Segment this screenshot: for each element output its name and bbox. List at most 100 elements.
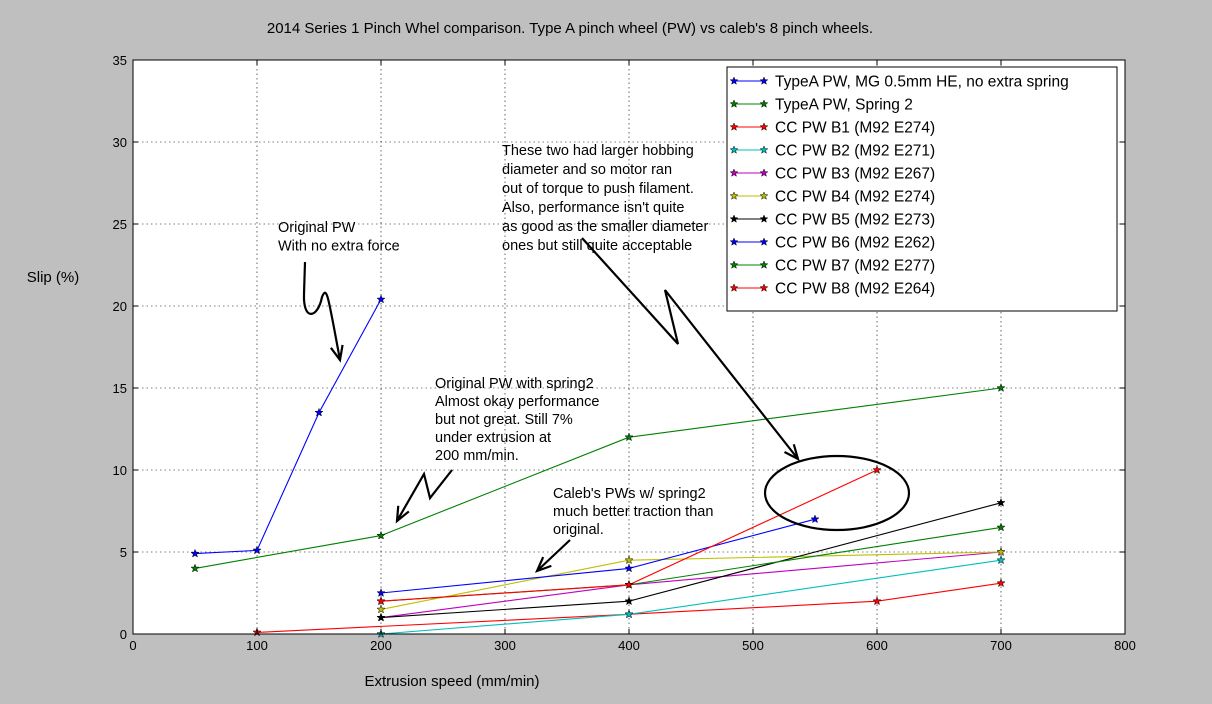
- data-point: [376, 596, 386, 606]
- series-8: [376, 514, 820, 597]
- data-point: [872, 465, 882, 474]
- y-tick-label: 25: [113, 217, 127, 232]
- data-point: [996, 522, 1006, 532]
- annotation-arrow: [536, 539, 571, 572]
- data-point: [872, 596, 882, 606]
- legend-marker: [759, 99, 769, 108]
- legend-marker: [729, 76, 739, 85]
- x-tick-label: 500: [742, 638, 764, 653]
- series-line: [194, 387, 1002, 569]
- legend-item: CC PW B8 (M92 E264): [729, 281, 935, 298]
- annotation-line: under extrusion at: [435, 430, 551, 446]
- annotation-line: Original PW: [278, 220, 356, 236]
- data-point: [996, 555, 1006, 565]
- annotation-line: Caleb's PWs w/ spring2: [553, 486, 706, 502]
- annotation-line: Almost okay performance: [435, 394, 599, 410]
- data-point: [624, 579, 634, 589]
- data-point: [376, 612, 386, 622]
- data-point: [624, 596, 634, 606]
- legend-item: TypeA PW, MG 0.5mm HE, no extra spring: [729, 74, 1069, 91]
- grid: [133, 60, 1125, 634]
- legend-item: TypeA PW, Spring 2: [729, 97, 913, 114]
- series-10: [376, 465, 882, 606]
- x-tick-label: 700: [990, 638, 1012, 653]
- legend-marker: [729, 214, 739, 223]
- y-tick-label: 30: [113, 135, 127, 150]
- data-point: [190, 548, 200, 558]
- y-axis-label: Slip (%): [27, 269, 80, 286]
- legend-label: CC PW B4 (M92 E274): [775, 189, 935, 206]
- data-point: [376, 604, 386, 614]
- legend-marker: [759, 237, 769, 246]
- legend-label: CC PW B7 (M92 E277): [775, 258, 935, 275]
- series-7: [376, 497, 1006, 622]
- legend-label: CC PW B2 (M92 E271): [775, 143, 935, 160]
- data-point: [376, 588, 386, 597]
- highlight-ellipse: [763, 454, 911, 532]
- y-tick-label: 15: [113, 381, 127, 396]
- annotation-text: Original PW With no extra force: [278, 220, 400, 255]
- annotation-text: Original PW with spring2 Almost okay perf…: [435, 376, 599, 464]
- data-point: [376, 294, 386, 304]
- annotation-line: out of torque to push filament.: [502, 181, 694, 197]
- legend-item: CC PW B6 (M92 E262): [729, 235, 935, 252]
- legend-label: CC PW B3 (M92 E267): [775, 166, 935, 183]
- annotation-arrow: [581, 237, 799, 460]
- data-point: [996, 497, 1006, 507]
- legend-marker: [759, 260, 769, 269]
- annotation-line: Original PW with spring2: [435, 376, 594, 392]
- x-tick-label: 200: [370, 638, 392, 653]
- y-tick-label: 5: [120, 545, 127, 560]
- data-point: [624, 555, 634, 565]
- legend-box: [726, 66, 1118, 312]
- data-point: [376, 530, 386, 540]
- data-point: [624, 432, 634, 442]
- data-point: [624, 609, 634, 619]
- x-tick-label: 100: [246, 638, 268, 653]
- y-tick-label: 10: [113, 463, 127, 478]
- legend-label: CC PW B6 (M92 E262): [775, 235, 935, 252]
- x-tick-label: 0: [129, 638, 136, 653]
- x-tick-label: 300: [494, 638, 516, 653]
- annotation-line: original.: [553, 522, 604, 538]
- x-tick-label: 800: [1114, 638, 1136, 653]
- legend-marker: [729, 260, 739, 269]
- y-tick-label: 0: [120, 627, 127, 642]
- arrow-head: [534, 556, 552, 573]
- arrow-head: [395, 505, 410, 524]
- annotation-text: Caleb's PWs w/ spring2 much better tracti…: [553, 486, 713, 538]
- legend-marker: [729, 283, 739, 292]
- annotation-line: Also, performance isn't quite: [502, 200, 685, 216]
- legend-marker: [759, 214, 769, 223]
- legend-marker: [729, 191, 739, 200]
- annotation-line: diameter and so motor ran: [502, 162, 672, 178]
- legend-label: TypeA PW, MG 0.5mm HE, no extra spring: [775, 74, 1069, 91]
- annotation-text: These two had larger hobbing diameter and…: [502, 143, 708, 254]
- legend-item: CC PW B7 (M92 E277): [729, 258, 935, 275]
- legend-label: TypeA PW, Spring 2: [775, 97, 913, 114]
- legend-marker: [729, 122, 739, 131]
- annotation-line: 200 mm/min.: [435, 448, 519, 464]
- arrow-head: [783, 444, 800, 462]
- x-axis-label: Extrusion speed (mm/min): [364, 673, 539, 690]
- x-tick-label: 400: [618, 638, 640, 653]
- series-layer: [190, 294, 1006, 638]
- legend-item: CC PW B2 (M92 E271): [729, 143, 935, 160]
- data-point: [624, 563, 634, 573]
- legend-marker: [759, 145, 769, 154]
- legend-item: CC PW B5 (M92 E273): [729, 212, 935, 229]
- annotation-line: but not great. Still 7%: [435, 412, 573, 428]
- series-line: [256, 582, 1002, 633]
- annotation-line: as good as the smaller diameter: [502, 219, 708, 235]
- legend-marker: [759, 168, 769, 177]
- data-point: [252, 545, 262, 555]
- legend-label: CC PW B8 (M92 E264): [775, 281, 935, 298]
- legend-item: CC PW B4 (M92 E274): [729, 189, 935, 206]
- arrow-head: [330, 344, 344, 363]
- x-tick-label: 600: [866, 638, 888, 653]
- legend-marker: [729, 99, 739, 108]
- legend-marker: [729, 168, 739, 177]
- legend-marker: [759, 191, 769, 200]
